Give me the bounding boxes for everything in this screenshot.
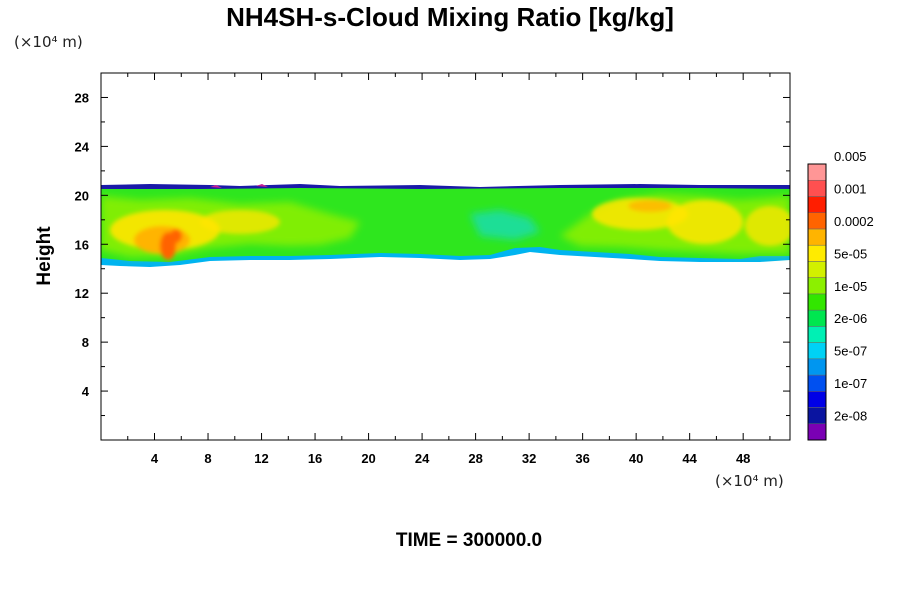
plot-frame: [100, 72, 791, 441]
colorbar-swatch: [807, 261, 827, 278]
y-tick-label: 24: [75, 139, 90, 154]
x-axis-ticks: 4 8 12 16 20 24 28 32 36 40 44 48: [127, 73, 771, 466]
colorbar-swatch: [807, 374, 827, 392]
colorbar-swatch: [807, 163, 827, 181]
colorbar-label: 1e-05: [834, 279, 867, 294]
colorbar-label: 0.005: [834, 149, 867, 164]
colorbar: 2e-08 1e-07 5e-07 2e-06 1e-05 5e-05 0.0002 0.00…: [807, 149, 874, 441]
x-tick-label: 16: [308, 451, 322, 466]
colorbar-label: 5e-07: [834, 344, 867, 359]
cloud-field: [101, 184, 790, 267]
colorbar-swatch: [807, 196, 827, 213]
y-tick-label: 12: [75, 286, 89, 301]
x-tick-label: 28: [468, 451, 482, 466]
y-axis-label: Height: [34, 226, 55, 286]
cloud-cyan-patch: [470, 210, 540, 240]
time-label: TIME = 300000.0: [395, 530, 543, 551]
x-tick-label: 36: [575, 451, 589, 466]
colorbar-swatch: [807, 179, 827, 197]
colorbar-swatch: [807, 423, 827, 441]
colorbar-swatch: [807, 326, 827, 343]
y-axis-ticks: 4 8 12 16 20 24 28: [75, 90, 790, 417]
y-tick-label: 16: [75, 237, 89, 252]
colorbar-swatch: [807, 244, 827, 262]
colorbar-swatch: [807, 407, 827, 425]
colorbar-swatch: [807, 358, 827, 376]
colorbar-label: 0.0002: [834, 214, 874, 229]
x-axis-unit: (×10⁴ m): [715, 472, 784, 490]
y-tick-label: 28: [75, 90, 89, 105]
x-tick-label: 40: [629, 451, 643, 466]
colorbar-label: 1e-07: [834, 376, 867, 391]
cloud-yellow-right3: [745, 206, 790, 246]
colorbar-swatch: [807, 342, 827, 360]
x-tick-label: 32: [522, 451, 536, 466]
colorbar-label: 5e-05: [834, 246, 867, 261]
colorbar-label: 0.001: [834, 181, 867, 196]
x-tick-label: 8: [204, 451, 211, 466]
x-tick-label: 12: [254, 451, 268, 466]
x-tick-label: 20: [361, 451, 375, 466]
colorbar-frame: [807, 163, 827, 441]
cloud-top-magenta-bits: [210, 184, 268, 188]
colorbar-label: 2e-08: [834, 409, 867, 424]
x-tick-label: 44: [682, 451, 697, 466]
y-axis-unit: (×10⁴ m): [14, 33, 83, 51]
colorbar-swatch: [807, 228, 827, 246]
cloud-orange-right: [628, 200, 672, 212]
x-tick-label: 4: [151, 451, 159, 466]
x-tick-label: 24: [415, 451, 430, 466]
colorbar-label: 2e-06: [834, 311, 867, 326]
cloud-redorange-core2: [170, 229, 182, 243]
colorbar-swatch: [807, 277, 827, 295]
colorbar-swatch: [807, 293, 827, 311]
cloud-band-lower-edge: [101, 247, 790, 267]
colorbar-swatch: [807, 391, 827, 408]
colorbar-swatch: [807, 212, 827, 230]
chart-title: NH4SH-s-Cloud Mixing Ratio [kg/kg]: [226, 2, 674, 32]
y-tick-label: 4: [82, 384, 90, 399]
cloud-yellow-left2: [200, 210, 280, 234]
cloud-yellow-right2: [667, 200, 743, 244]
colorbar-swatch: [807, 309, 827, 327]
x-tick-label: 48: [736, 451, 750, 466]
y-tick-label: 8: [82, 335, 89, 350]
y-tick-label: 20: [75, 188, 89, 203]
